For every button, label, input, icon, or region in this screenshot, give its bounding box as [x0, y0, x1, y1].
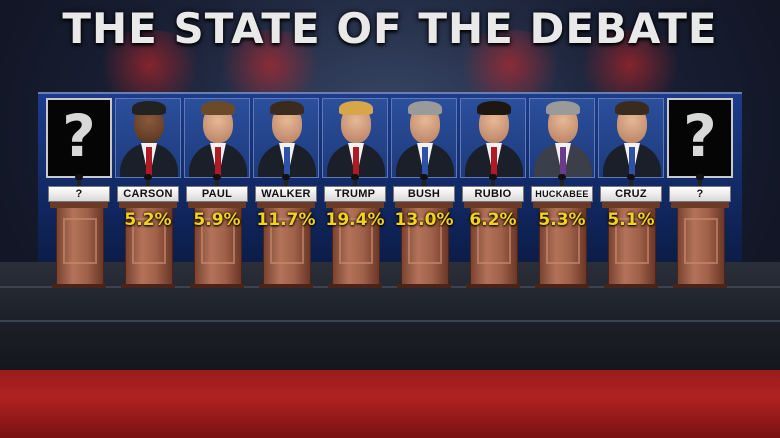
- stage-red-band: [0, 370, 780, 438]
- candidate-cruz: CRUZ 5.1%: [598, 98, 664, 288]
- stage-light: [570, 30, 690, 100]
- podium: [470, 208, 518, 284]
- candidate-nameplate: ?: [48, 186, 110, 202]
- microphone-icon: [627, 174, 635, 190]
- candidate-photo: [391, 98, 457, 178]
- microphone-icon: [282, 174, 290, 190]
- candidate-carson: CARSON 5.2%: [115, 98, 181, 288]
- question-mark-icon: ?: [683, 102, 717, 170]
- podium: [401, 208, 449, 284]
- question-mark-icon: ?: [62, 102, 96, 170]
- podium: [608, 208, 656, 284]
- microphone-icon: [351, 174, 359, 190]
- microphone-icon: [213, 174, 221, 190]
- stage-light: [210, 30, 330, 100]
- podium: [194, 208, 242, 284]
- poll-percentage: 5.3%: [538, 210, 586, 230]
- candidate-nameplate: TRUMP: [324, 186, 386, 202]
- microphone-icon: [696, 174, 704, 190]
- candidate-rubio: RUBIO 6.2%: [460, 98, 526, 288]
- candidate-unknown-left: ? ?: [46, 98, 112, 288]
- candidate-photo: [253, 98, 319, 178]
- podium: [56, 208, 104, 284]
- candidate-photo: [322, 98, 388, 178]
- poll-percentage: 5.2%: [124, 210, 172, 230]
- candidate-photo: ?: [46, 98, 112, 178]
- candidate-nameplate: WALKER: [255, 186, 317, 202]
- page-title: THE STATE OF THE DEBATE: [62, 4, 718, 53]
- poll-percentage: 11.7%: [256, 210, 316, 230]
- candidate-photo: ?: [667, 98, 733, 178]
- microphone-icon: [144, 174, 152, 190]
- candidate-photo: [115, 98, 181, 178]
- candidate-nameplate: CRUZ: [600, 186, 662, 202]
- poll-percentage: 13.0%: [394, 210, 454, 230]
- candidate-nameplate: PAUL: [186, 186, 248, 202]
- candidate-nameplate: ?: [669, 186, 731, 202]
- candidate-photo: [184, 98, 250, 178]
- candidate-trump: TRUMP 19.4%: [322, 98, 388, 288]
- microphone-icon: [558, 174, 566, 190]
- candidate-photo: [529, 98, 595, 178]
- candidate-walker: WALKER 11.7%: [253, 98, 319, 288]
- candidate-photo: [460, 98, 526, 178]
- candidate-nameplate: BUSH: [393, 186, 455, 202]
- candidate-nameplate: HUCKABEE: [531, 186, 593, 202]
- candidate-nameplate: RUBIO: [462, 186, 524, 202]
- podium: [677, 208, 725, 284]
- podium: [263, 208, 311, 284]
- podium: [332, 208, 380, 284]
- microphone-icon: [489, 174, 497, 190]
- microphone-icon: [75, 174, 83, 190]
- candidate-paul: PAUL 5.9%: [184, 98, 250, 288]
- podium: [539, 208, 587, 284]
- candidate-photo: [598, 98, 664, 178]
- candidate-huckabee: HUCKABEE 5.3%: [529, 98, 595, 288]
- candidate-unknown-right: ? ?: [667, 98, 733, 288]
- poll-percentage: 6.2%: [469, 210, 517, 230]
- candidate-bush: BUSH 13.0%: [391, 98, 457, 288]
- poll-percentage: 19.4%: [325, 210, 385, 230]
- candidate-nameplate: CARSON: [117, 186, 179, 202]
- podium: [125, 208, 173, 284]
- stage-light: [450, 30, 570, 100]
- poll-percentage: 5.1%: [607, 210, 655, 230]
- poll-percentage: 5.9%: [193, 210, 241, 230]
- stage-light: [90, 30, 210, 100]
- microphone-icon: [420, 174, 428, 190]
